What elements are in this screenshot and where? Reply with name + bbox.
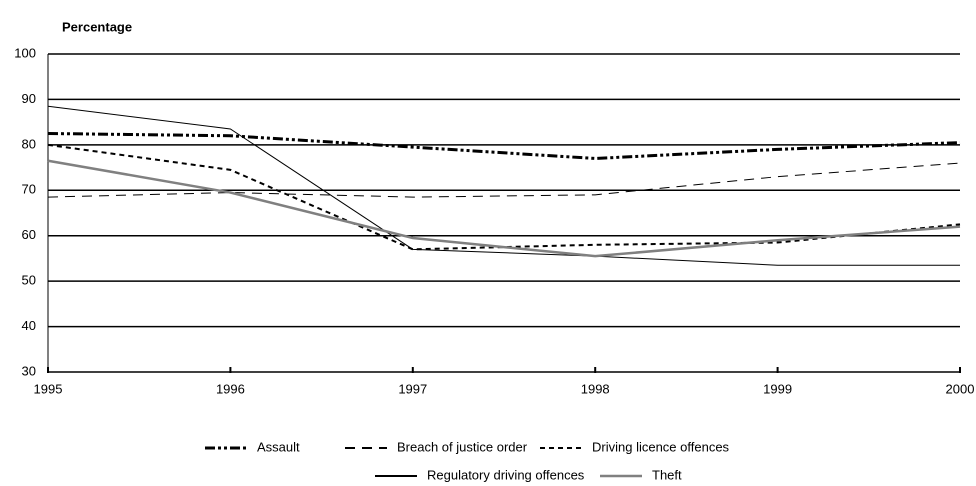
y-tick-label: 40 (22, 318, 36, 333)
y-tick-label: 30 (22, 363, 36, 378)
series-line (47, 162, 961, 198)
x-tick-label: 1999 (763, 381, 792, 396)
x-tick-label: 1998 (581, 381, 610, 396)
series-line (47, 105, 960, 266)
series-line (47, 132, 961, 160)
legend-label: Breach of justice order (397, 439, 528, 454)
legend-label: Assault (257, 439, 300, 454)
y-tick-label: 80 (22, 136, 36, 151)
x-tick-label: 1996 (216, 381, 245, 396)
legend-label: Driving licence offences (592, 439, 730, 454)
y-tick-label: 60 (22, 227, 36, 242)
y-tick-label: 100 (14, 45, 36, 60)
x-tick-label: 1997 (398, 381, 427, 396)
y-tick-label: 70 (22, 182, 36, 197)
x-tick-label: 2000 (946, 381, 975, 396)
series-line (47, 159, 961, 258)
legend-label: Regulatory driving offences (427, 467, 585, 482)
series-line (47, 143, 961, 251)
y-tick-label: 90 (22, 91, 36, 106)
legend-label: Theft (652, 467, 682, 482)
y-tick-label: 50 (22, 273, 36, 288)
chart-title: Percentage (62, 19, 132, 34)
x-tick-label: 1995 (34, 381, 63, 396)
